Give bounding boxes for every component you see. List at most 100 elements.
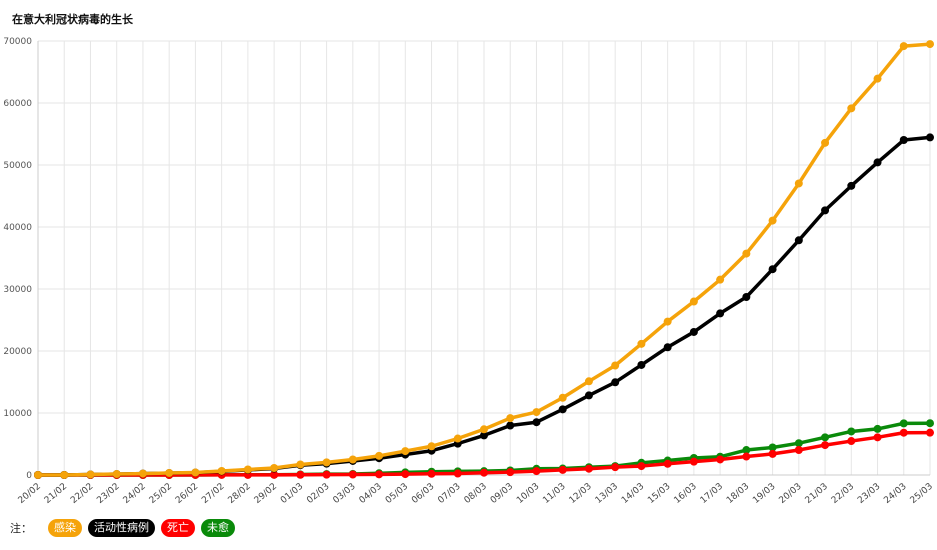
- data-point: [768, 265, 777, 274]
- x-tick-label: 21/03: [804, 482, 830, 506]
- x-tick-label: 16/03: [673, 482, 699, 506]
- data-point: [873, 158, 882, 167]
- data-point: [401, 447, 410, 456]
- x-tick-label: 21/02: [43, 482, 69, 506]
- x-tick-label: 04/03: [358, 482, 384, 506]
- legend-item-unrecovered[interactable]: 未愈: [201, 519, 235, 537]
- data-point: [112, 470, 121, 479]
- data-point: [794, 236, 803, 245]
- data-point: [689, 457, 698, 466]
- data-point: [138, 469, 147, 478]
- data-point: [742, 452, 751, 461]
- data-point: [611, 361, 620, 370]
- y-tick-label: 50000: [3, 161, 32, 171]
- series-layer: [34, 40, 934, 479]
- data-point: [716, 455, 725, 464]
- data-point: [689, 327, 698, 336]
- data-point: [742, 292, 751, 301]
- series-0: [34, 40, 934, 479]
- x-tick-label: 07/03: [436, 482, 462, 506]
- data-point: [611, 463, 620, 472]
- data-point: [584, 377, 593, 386]
- x-tick-label: 29/02: [253, 482, 279, 506]
- data-point: [427, 442, 436, 451]
- data-point: [427, 469, 436, 478]
- y-tick-label: 40000: [3, 223, 32, 233]
- x-tick-label: 01/03: [279, 482, 305, 506]
- x-tick-label: 03/03: [331, 482, 357, 506]
- x-tick-label: 15/03: [646, 482, 672, 506]
- x-tick-label: 20/02: [17, 482, 43, 506]
- grid-layer: [37, 40, 931, 476]
- x-tick-label: 05/03: [384, 482, 410, 506]
- data-point: [637, 462, 646, 471]
- data-point: [322, 458, 331, 467]
- data-point: [926, 133, 934, 142]
- data-point: [663, 317, 672, 326]
- data-point: [453, 434, 462, 443]
- data-point: [584, 391, 593, 400]
- data-point: [821, 433, 830, 442]
- data-point: [873, 433, 882, 442]
- data-point: [926, 419, 934, 428]
- data-point: [637, 360, 646, 369]
- x-tick-label: 08/03: [463, 482, 489, 506]
- x-tick-label: 19/03: [751, 482, 777, 506]
- data-point: [532, 467, 541, 476]
- data-point: [480, 468, 488, 477]
- data-point: [847, 181, 856, 190]
- x-tick-label: 13/03: [594, 482, 620, 506]
- x-tick-label: 18/03: [725, 482, 751, 506]
- x-tick-label: 11/03: [541, 482, 567, 506]
- data-point: [716, 309, 725, 318]
- data-point: [506, 421, 515, 430]
- data-point: [375, 451, 384, 460]
- legend-item-active[interactable]: 活动性病例: [88, 519, 155, 537]
- x-tick-label: 25/02: [148, 482, 174, 506]
- data-point: [794, 446, 803, 455]
- x-tick-label: 23/02: [95, 482, 121, 506]
- data-point: [873, 74, 882, 83]
- data-point: [926, 428, 934, 437]
- chart-title: 在意大利冠状病毒的生长: [12, 13, 133, 26]
- legend: 注： 感染 活动性病例 死亡 未愈: [10, 518, 235, 538]
- x-tick-label: 26/02: [174, 482, 200, 506]
- data-point: [558, 393, 567, 402]
- x-tick-label: 28/02: [227, 482, 253, 506]
- x-tick-label: 24/03: [882, 482, 908, 506]
- data-point: [506, 468, 515, 477]
- data-point: [322, 470, 331, 479]
- data-point: [532, 408, 541, 417]
- x-tick-label: 22/03: [830, 482, 856, 506]
- x-tick-label: 24/02: [122, 482, 148, 506]
- y-tick-label: 70000: [3, 37, 32, 47]
- y-tick-label: 30000: [3, 285, 32, 295]
- data-point: [584, 464, 593, 473]
- data-point: [899, 42, 908, 51]
- legend-item-deaths[interactable]: 死亡: [161, 519, 195, 537]
- y-tick-label: 10000: [3, 409, 32, 419]
- data-point: [60, 470, 69, 479]
- data-point: [270, 464, 279, 473]
- data-point: [899, 428, 908, 437]
- data-point: [86, 470, 95, 479]
- y-tick-label: 20000: [3, 347, 32, 357]
- data-point: [768, 216, 777, 225]
- data-point: [243, 465, 252, 474]
- data-point: [453, 469, 462, 478]
- data-point: [847, 427, 856, 436]
- x-tick-label: 14/03: [620, 482, 646, 506]
- x-tick-label: 06/03: [410, 482, 436, 506]
- legend-item-infected[interactable]: 感染: [48, 519, 82, 537]
- x-tick-label: 10/03: [515, 482, 541, 506]
- data-point: [873, 424, 882, 433]
- data-point: [794, 439, 803, 448]
- data-point: [348, 455, 357, 464]
- data-point: [742, 249, 751, 258]
- data-point: [34, 470, 42, 479]
- y-tick-label: 60000: [3, 99, 32, 109]
- data-point: [794, 179, 803, 188]
- x-tick-label: 22/02: [69, 482, 95, 506]
- data-point: [637, 339, 646, 348]
- x-tick-label: 02/03: [305, 482, 331, 506]
